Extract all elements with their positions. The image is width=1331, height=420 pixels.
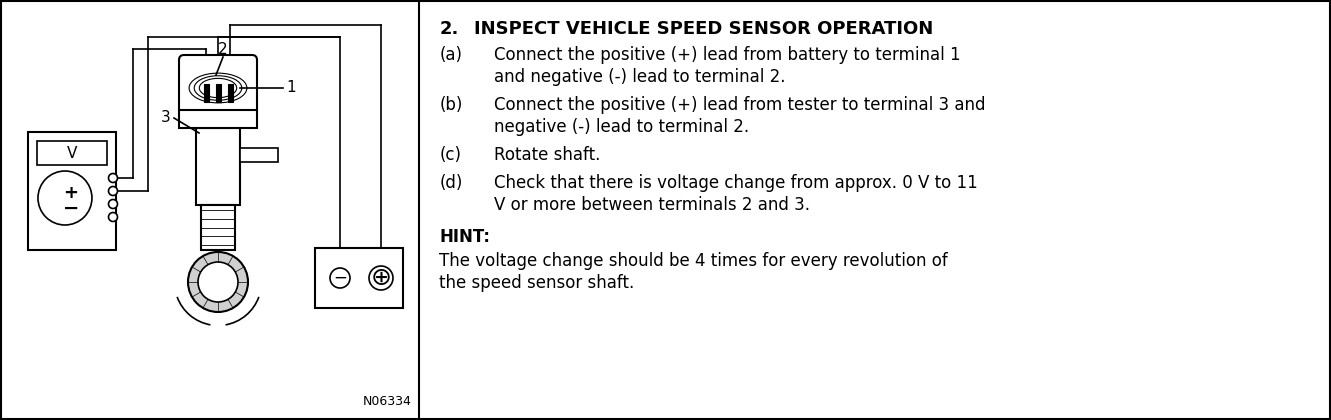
Text: negative (-) lead to terminal 2.: negative (-) lead to terminal 2.	[494, 118, 749, 136]
Bar	[315, 248, 403, 308]
Circle shape	[109, 200, 117, 208]
Bar	[196, 128, 240, 205]
Text: (d): (d)	[439, 174, 463, 192]
Text: 3: 3	[161, 110, 170, 126]
Text: and negative (-) lead to terminal 2.: and negative (-) lead to terminal 2.	[494, 68, 785, 86]
Circle shape	[330, 268, 350, 288]
Text: HINT:: HINT:	[439, 228, 490, 246]
Text: Connect the positive (+) lead from tester to terminal 3 and: Connect the positive (+) lead from teste…	[494, 96, 986, 114]
Text: 2.: 2.	[439, 20, 459, 38]
Circle shape	[188, 252, 248, 312]
Text: INSPECT VEHICLE SPEED SENSOR OPERATION: INSPECT VEHICLE SPEED SENSOR OPERATION	[474, 20, 933, 38]
Text: (b): (b)	[439, 96, 463, 114]
Text: the speed sensor shaft.: the speed sensor shaft.	[439, 274, 635, 292]
Bar	[178, 110, 257, 128]
Text: V: V	[67, 145, 77, 160]
Text: V or more between terminals 2 and 3.: V or more between terminals 2 and 3.	[494, 196, 811, 214]
Bar	[240, 148, 278, 162]
Text: 2: 2	[218, 42, 228, 57]
Text: Rotate shaft.: Rotate shaft.	[494, 146, 600, 164]
Text: N06334: N06334	[362, 395, 411, 408]
Text: ⊕: ⊕	[370, 266, 391, 290]
Bar	[28, 132, 116, 250]
Text: Connect the positive (+) lead from battery to terminal 1: Connect the positive (+) lead from batte…	[494, 46, 961, 64]
Circle shape	[198, 262, 238, 302]
Circle shape	[109, 186, 117, 195]
Text: −: −	[63, 199, 79, 218]
Text: Check that there is voltage change from approx. 0 V to 11: Check that there is voltage change from …	[494, 174, 978, 192]
Text: (c): (c)	[439, 146, 462, 164]
Circle shape	[369, 266, 393, 290]
Bar	[204, 84, 209, 102]
Bar	[228, 84, 233, 102]
Text: The voltage change should be 4 times for every revolution of: The voltage change should be 4 times for…	[439, 252, 948, 270]
Bar	[216, 84, 221, 102]
Circle shape	[109, 213, 117, 221]
Circle shape	[39, 171, 92, 225]
Bar	[201, 205, 236, 250]
Text: 1: 1	[286, 81, 295, 95]
Bar	[37, 141, 106, 165]
FancyBboxPatch shape	[178, 55, 257, 115]
Circle shape	[109, 173, 117, 183]
Text: +: +	[64, 184, 79, 202]
Text: −: −	[333, 269, 347, 287]
Text: (a): (a)	[439, 46, 462, 64]
